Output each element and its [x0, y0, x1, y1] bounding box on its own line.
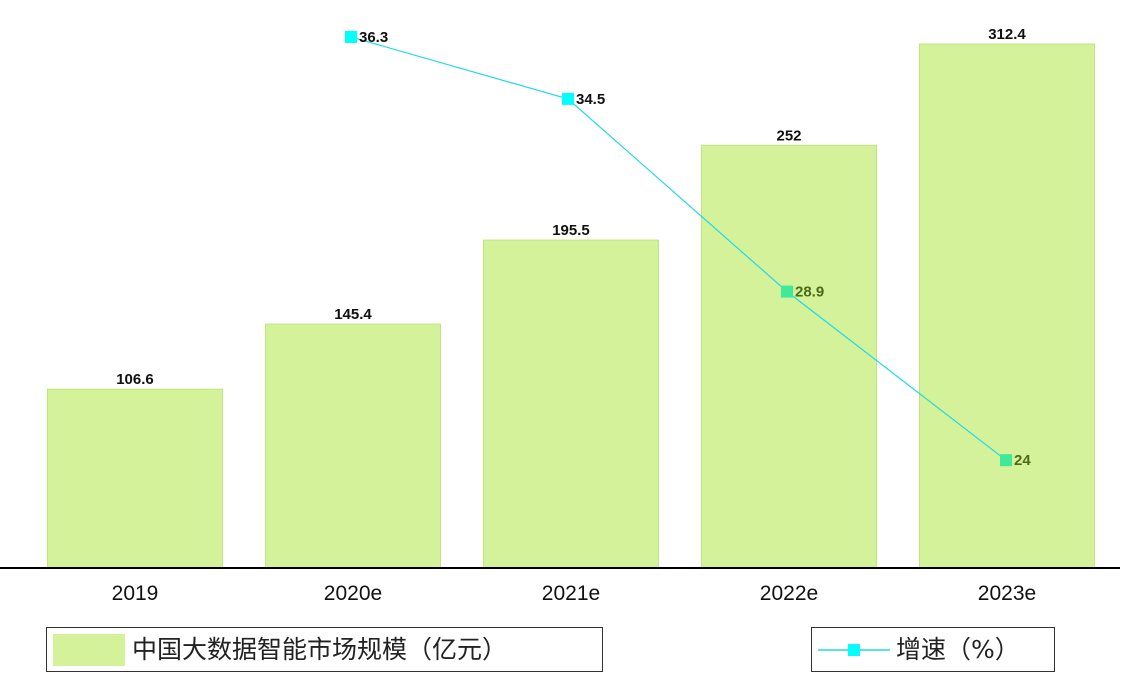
bar-2021e: [483, 239, 659, 569]
legend-line-swatch: [818, 644, 890, 656]
growth-marker-2020e: [345, 31, 357, 43]
bar-2022e: [701, 144, 877, 569]
legend-line-series: 增速（%）: [811, 627, 1055, 672]
bar-value-labels: 106.6 145.4 195.5 252 312.4: [116, 26, 1026, 388]
legend-bar-swatch: [53, 634, 125, 666]
bar-value-label-2023e: 312.4: [988, 26, 1026, 43]
bar-value-label-2019: 106.6: [116, 371, 154, 388]
legend-line-label: 增速（%）: [896, 635, 1020, 664]
growth-value-label-2022e: 28.9: [795, 284, 824, 301]
bar-series: [47, 43, 1095, 569]
growth-value-label-2021e: 34.5: [576, 91, 605, 108]
growth-marker-2023e: [1000, 454, 1012, 467]
x-tick-2022e: 2022e: [760, 582, 818, 605]
x-tick-2020e: 2020e: [324, 582, 382, 605]
x-tick-2021e: 2021e: [542, 582, 600, 605]
growth-marker-2021e: [562, 92, 574, 105]
bar-2023e: [919, 43, 1095, 569]
growth-line: [350, 36, 1007, 461]
growth-value-label-2023e: 24: [1014, 452, 1031, 469]
x-tick-2023e: 2023e: [978, 582, 1036, 605]
x-tick-2019: 2019: [112, 582, 159, 605]
growth-value-label-2020e: 36.3: [359, 29, 388, 46]
legend-bar-series: 中国大数据智能市场规模（亿元）: [46, 627, 603, 672]
legend-bar-label: 中国大数据智能市场规模（亿元）: [132, 635, 508, 664]
growth-marker-2022e: [781, 285, 793, 298]
bar-value-label-2022e: 252: [776, 127, 801, 144]
bar-2020e: [265, 323, 441, 569]
bar-value-label-2020e: 145.4: [334, 306, 372, 323]
bar-2019: [47, 388, 223, 569]
growth-line-series: 36.3 34.5 28.9 24: [345, 29, 1031, 469]
bar-value-label-2021e: 195.5: [552, 222, 590, 239]
x-tick-labels: 2019 2020e 2021e 2022e 2023e: [112, 582, 1037, 605]
